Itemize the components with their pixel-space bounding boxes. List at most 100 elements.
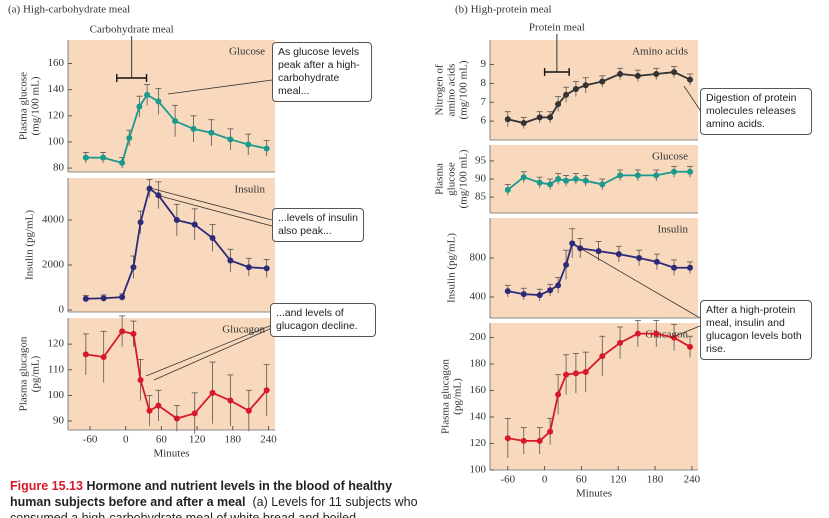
panel-background bbox=[68, 318, 275, 430]
data-point bbox=[263, 145, 270, 152]
y-tick-label: 180 bbox=[470, 358, 487, 370]
data-point bbox=[504, 288, 511, 295]
data-point bbox=[245, 141, 252, 148]
caption-label: Figure 15.13 bbox=[10, 479, 83, 493]
y-axis-label: Nitrogen of bbox=[434, 64, 446, 115]
data-point bbox=[144, 91, 151, 98]
x-tick-label: 60 bbox=[156, 434, 168, 446]
data-point bbox=[137, 377, 144, 384]
y-axis-label: Insulin (pg/mL) bbox=[446, 233, 458, 303]
y-axis-label: Insulin (pg/mL) bbox=[24, 210, 36, 280]
data-point bbox=[547, 428, 554, 435]
data-point bbox=[209, 389, 216, 396]
y-tick-label: 90 bbox=[53, 415, 65, 427]
series-label: Insulin bbox=[234, 184, 265, 196]
data-point bbox=[599, 78, 606, 85]
panel-background bbox=[68, 178, 275, 312]
y-axis-label: Plasma glucose bbox=[18, 72, 30, 140]
panel-background bbox=[490, 323, 698, 470]
y-tick-label: 9 bbox=[481, 58, 487, 70]
y-tick-label: 100 bbox=[48, 135, 65, 147]
data-point bbox=[687, 264, 694, 271]
data-point bbox=[653, 70, 660, 77]
y-tick-label: 2000 bbox=[42, 259, 65, 271]
callout: After a high-protein meal, insulin and g… bbox=[700, 300, 812, 360]
x-tick-label: 240 bbox=[260, 434, 277, 446]
y-axis-label: Plasma glucagon bbox=[18, 336, 30, 411]
data-point bbox=[137, 219, 144, 226]
data-point bbox=[582, 82, 589, 89]
data-point bbox=[191, 221, 198, 228]
data-point bbox=[209, 235, 216, 242]
data-point bbox=[173, 415, 180, 422]
data-point bbox=[100, 295, 107, 302]
data-point bbox=[563, 177, 570, 184]
data-point bbox=[82, 154, 89, 161]
y-tick-label: 100 bbox=[48, 389, 65, 401]
data-point bbox=[155, 402, 162, 409]
data-point bbox=[599, 353, 606, 360]
panel-background bbox=[68, 40, 275, 172]
callout: ...and levels of glucagon decline. bbox=[270, 303, 376, 337]
data-point bbox=[245, 264, 252, 271]
data-point bbox=[653, 172, 660, 179]
data-point bbox=[190, 125, 197, 132]
data-point bbox=[155, 98, 162, 105]
callout-pointer bbox=[669, 325, 701, 339]
y-tick-label: 7 bbox=[481, 96, 487, 108]
meal-label: Carbohydrate meal bbox=[90, 24, 174, 36]
data-point bbox=[504, 186, 511, 193]
data-point bbox=[547, 181, 554, 188]
y-tick-label: 110 bbox=[48, 363, 65, 375]
y-tick-label: 85 bbox=[475, 191, 487, 203]
data-point bbox=[146, 407, 153, 414]
callout-pointer bbox=[159, 195, 273, 227]
data-point bbox=[634, 172, 641, 179]
y-axis-label: (pg/mL) bbox=[30, 355, 42, 392]
data-point bbox=[599, 181, 606, 188]
y-tick-label: 90 bbox=[475, 173, 487, 185]
series-label: Glucose bbox=[229, 46, 265, 58]
callout-pointer bbox=[153, 327, 273, 381]
y-tick-label: 8 bbox=[481, 77, 487, 89]
y-tick-label: 160 bbox=[48, 57, 65, 69]
y-tick-label: 800 bbox=[470, 252, 487, 264]
data-point bbox=[520, 437, 527, 444]
data-point bbox=[687, 343, 694, 350]
data-point bbox=[82, 351, 89, 358]
callout-pointer bbox=[579, 247, 701, 319]
callout: As glucose levels peak after a high-carb… bbox=[272, 42, 372, 102]
data-point bbox=[547, 287, 554, 294]
data-point bbox=[130, 330, 137, 337]
x-axis-label: Minutes bbox=[153, 448, 189, 460]
data-point bbox=[563, 261, 570, 268]
series-label: Glucose bbox=[652, 151, 688, 163]
panel-background bbox=[490, 218, 698, 318]
data-point bbox=[130, 264, 137, 271]
data-point bbox=[572, 370, 579, 377]
y-tick-label: 95 bbox=[475, 154, 487, 166]
data-point bbox=[504, 116, 511, 123]
y-axis-label: (mg/100 mL) bbox=[458, 60, 470, 119]
data-point bbox=[653, 258, 660, 265]
y-tick-label: 200 bbox=[470, 331, 487, 343]
data-point bbox=[263, 265, 270, 272]
column-title: (b) High-protein meal bbox=[455, 4, 552, 16]
series-label: Insulin bbox=[657, 224, 688, 236]
data-point bbox=[520, 174, 527, 181]
y-axis-label: Plasma bbox=[434, 163, 446, 195]
data-point bbox=[687, 168, 694, 175]
data-point bbox=[617, 172, 624, 179]
callout: Digestion of protein molecules releases … bbox=[700, 88, 812, 135]
data-point bbox=[563, 371, 570, 378]
series-label: Amino acids bbox=[632, 46, 688, 58]
data-point bbox=[595, 248, 602, 255]
callout-pointer bbox=[167, 79, 273, 95]
data-point bbox=[119, 159, 126, 166]
data-point bbox=[146, 185, 153, 192]
data-point bbox=[555, 391, 562, 398]
callout-pointer bbox=[145, 324, 273, 377]
data-point bbox=[582, 369, 589, 375]
